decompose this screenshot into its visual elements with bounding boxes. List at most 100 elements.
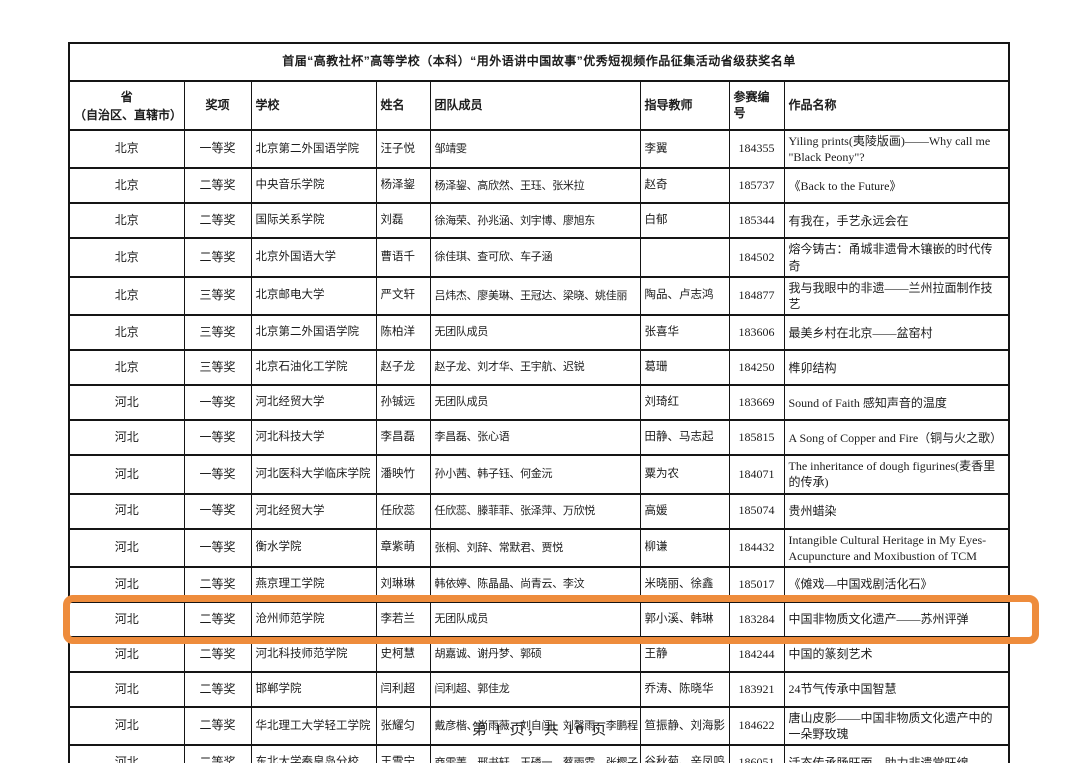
cell-name: 汪子悦 <box>375 128 431 170</box>
cell-team: 赵子龙、刘才华、王宇航、迟锐 <box>429 349 641 387</box>
cell-province: 北京 <box>68 237 185 278</box>
cell-advisor: 葛珊 <box>639 349 730 387</box>
cell-work_title: 唐山皮影——中国非物质文化遗产中的一朵野玫瑰 <box>783 705 1010 747</box>
cell-name: 李昌磊 <box>375 419 431 457</box>
table-row: 北京 三等奖 北京石油化工学院 赵子龙 赵子龙、刘才华、王宇航、迟锐 葛珊 184250 榫卯… <box>68 349 1010 387</box>
table-title: 首届“高教社杯”高等学校（本科）“用外语讲中国故事”优秀短视频作品征集活动省级获… <box>68 42 1010 82</box>
cell-province: 河北 <box>68 565 185 603</box>
cell-school: 衡水学院 <box>250 527 377 568</box>
table-row: 河北 一等奖 河北科技大学 李昌磊 李昌磊、张心语 田静、马志起 185815 A Song … <box>68 419 1010 457</box>
cell-province: 北京 <box>68 275 185 317</box>
cell-province: 河北 <box>68 744 185 763</box>
cell-award: 三等奖 <box>183 314 252 352</box>
cell-team: 李昌磊、张心语 <box>429 419 641 457</box>
cell-entry_no: 185344 <box>728 202 785 240</box>
cell-work_title: The inheritance of dough figurines(麦香里的传… <box>783 454 1010 495</box>
cell-name: 张耀匀 <box>375 705 431 747</box>
cell-team: 戴彦楷、尚雨薇、刘自闯、刘馨雨、李鹏程 <box>429 705 641 747</box>
cell-award: 一等奖 <box>183 527 252 568</box>
cell-team: 韩依婷、陈晶晶、尚青云、李汶 <box>429 565 641 603</box>
table-title-row: 首届“高教社杯”高等学校（本科）“用外语讲中国故事”优秀短视频作品征集活动省级获… <box>68 42 1010 82</box>
cell-team: 无团队成员 <box>429 384 641 422</box>
cell-award: 二等奖 <box>183 237 252 278</box>
cell-team: 吕炜杰、廖美琳、王冠达、梁晓、姚佳丽 <box>429 275 641 317</box>
cell-name: 杨泽鋆 <box>375 167 431 205</box>
cell-advisor: 田静、马志起 <box>639 419 730 457</box>
cell-advisor: 柳谦 <box>639 527 730 568</box>
cell-entry_no: 184622 <box>728 705 785 747</box>
cell-school: 燕京理工学院 <box>250 565 377 603</box>
cell-name: 曹语千 <box>375 237 431 278</box>
table-row: 北京 二等奖 国际关系学院 刘磊 徐海荣、孙兆涵、刘宇博、廖旭东 白郁 185344 有我在，… <box>68 202 1010 240</box>
cell-name: 任欣蕊 <box>375 492 431 530</box>
cell-award: 二等奖 <box>183 670 252 708</box>
cell-team: 无团队成员 <box>429 314 641 352</box>
cell-school: 河北科技师范学院 <box>250 635 377 673</box>
cell-name: 严文轩 <box>375 275 431 317</box>
cell-school: 北京第二外国语学院 <box>250 128 377 170</box>
table-row: 河北 一等奖 河北医科大学临床学院 潘映竹 孙小茜、韩子钰、何金沅 粟为农 184071 Th… <box>68 454 1010 495</box>
cell-work_title: 熔今铸古：甬城非遗骨木镶嵌的时代传奇 <box>783 237 1010 278</box>
cell-entry_no: 184250 <box>728 349 785 387</box>
cell-name: 孙铖远 <box>375 384 431 422</box>
cell-work_title: 中国非物质文化遗产——苏州评弹 <box>783 600 1010 638</box>
cell-school: 河北科技大学 <box>250 419 377 457</box>
table-row: 河北 二等奖 沧州师范学院 李若兰 无团队成员 郭小溪、韩琳 183284 中国非物质文化遗产… <box>68 600 1010 638</box>
cell-name: 潘映竹 <box>375 454 431 495</box>
cell-province: 河北 <box>68 705 185 747</box>
cell-work_title: Sound of Faith 感知声音的温度 <box>783 384 1010 422</box>
cell-work_title: A Song of Copper and Fire（铜与火之歌） <box>783 419 1010 457</box>
cell-province: 河北 <box>68 527 185 568</box>
cell-team: 张桐、刘辞、常默君、贾悦 <box>429 527 641 568</box>
cell-award: 三等奖 <box>183 349 252 387</box>
cell-advisor: 赵奇 <box>639 167 730 205</box>
cell-award: 二等奖 <box>183 565 252 603</box>
cell-work_title: 《傩戏—中国戏剧活化石》 <box>783 565 1010 603</box>
cell-advisor: 王静 <box>639 635 730 673</box>
cell-advisor: 乔涛、陈晓华 <box>639 670 730 708</box>
cell-advisor: 陶品、卢志鸿 <box>639 275 730 317</box>
cell-province: 河北 <box>68 670 185 708</box>
cell-work_title: 《Back to the Future》 <box>783 167 1010 205</box>
cell-award: 一等奖 <box>183 492 252 530</box>
cell-work_title: 我与我眼中的非遗——兰州拉面制作技艺 <box>783 275 1010 317</box>
column-header-work_title: 作品名称 <box>783 80 1010 131</box>
cell-award: 二等奖 <box>183 600 252 638</box>
cell-province: 河北 <box>68 635 185 673</box>
cell-name: 刘琳琳 <box>375 565 431 603</box>
table-row: 河北 一等奖 衡水学院 章紫萌 张桐、刘辞、常默君、贾悦 柳谦 184432 Intangib… <box>68 527 1010 568</box>
cell-school: 河北经贸大学 <box>250 384 377 422</box>
column-header-name: 姓名 <box>375 80 431 131</box>
cell-name: 赵子龙 <box>375 349 431 387</box>
cell-province: 河北 <box>68 419 185 457</box>
cell-entry_no: 185074 <box>728 492 785 530</box>
cell-entry_no: 185815 <box>728 419 785 457</box>
cell-entry_no: 184877 <box>728 275 785 317</box>
cell-entry_no: 183284 <box>728 600 785 638</box>
table-row: 河北 二等奖 华北理工大学轻工学院 张耀匀 戴彦楷、尚雨薇、刘自闯、刘馨雨、李鹏程 笪振静… <box>68 705 1010 747</box>
cell-award: 二等奖 <box>183 167 252 205</box>
cell-entry_no: 184355 <box>728 128 785 170</box>
cell-school: 沧州师范学院 <box>250 600 377 638</box>
cell-name: 闫利超 <box>375 670 431 708</box>
cell-work_title: 最美乡村在北京——盆窑村 <box>783 314 1010 352</box>
cell-school: 中央音乐学院 <box>250 167 377 205</box>
cell-province: 北京 <box>68 202 185 240</box>
cell-award: 二等奖 <box>183 635 252 673</box>
cell-award: 二等奖 <box>183 705 252 747</box>
cell-province: 河北 <box>68 454 185 495</box>
cell-school: 河北经贸大学 <box>250 492 377 530</box>
cell-entry_no: 185017 <box>728 565 785 603</box>
cell-advisor: 李翼 <box>639 128 730 170</box>
column-header-advisor: 指导教师 <box>639 80 730 131</box>
cell-province: 河北 <box>68 492 185 530</box>
cell-province: 北京 <box>68 349 185 387</box>
cell-school: 邯郸学院 <box>250 670 377 708</box>
cell-work_title: 活态传承肠旺面，助力非遗常旺绵 <box>783 744 1010 763</box>
cell-name: 章紫萌 <box>375 527 431 568</box>
cell-team: 胡嘉诚、谢丹梦、郭硕 <box>429 635 641 673</box>
table-row: 河北 一等奖 河北经贸大学 任欣蕊 任欣蕊、滕菲菲、张泽萍、万欣悦 高媛 185074 贵州蜡… <box>68 492 1010 530</box>
cell-work_title: 中国的篆刻艺术 <box>783 635 1010 673</box>
cell-work_title: 贵州蜡染 <box>783 492 1010 530</box>
